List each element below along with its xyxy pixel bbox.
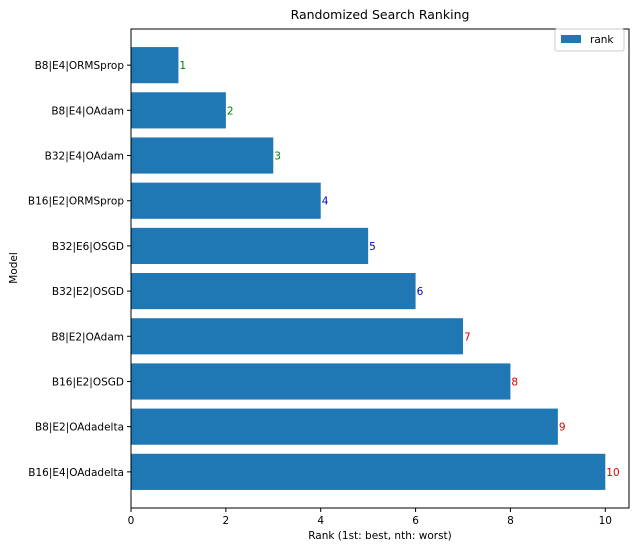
data-label: 6 (417, 286, 424, 298)
y-tick-label: B32|E6|OSGD (52, 241, 124, 253)
y-tick-label: B16|E2|OSGD (52, 376, 124, 388)
y-tick-label: B8|E4|OAdam (51, 105, 124, 117)
legend-swatch (561, 35, 581, 43)
bar-6 (131, 273, 416, 310)
legend-box (554, 28, 625, 52)
bar-4 (131, 182, 321, 219)
data-label: 3 (274, 151, 281, 163)
y-tick-label: B16|E4|OAdadelta (28, 467, 124, 479)
y-axis-title: Model (8, 252, 20, 284)
x-tick-label: 10 (599, 515, 612, 527)
data-label: 5 (369, 241, 376, 253)
y-tick-label: B16|E2|ORMSprop (28, 196, 124, 208)
x-tick-label: 8 (507, 515, 514, 527)
legend: rank (554, 28, 625, 52)
data-label: 8 (511, 376, 518, 388)
bar-7 (131, 318, 463, 355)
bar-1 (131, 47, 179, 84)
plot-area: B8|E4|ORMSprop 1 B8|E4|OAdam 2 B32|E4|OAdam 3… (28, 47, 620, 527)
bar-8 (131, 363, 511, 400)
data-label: 2 (227, 105, 234, 117)
y-tick-label: B8|E2|OAdadelta (35, 422, 124, 434)
y-tick-label: B32|E2|OSGD (52, 286, 124, 298)
x-tick-label: 2 (223, 515, 230, 527)
bar-2 (131, 92, 226, 129)
y-tick-label: B8|E4|ORMSprop (35, 60, 125, 72)
chart-title: Randomized Search Ranking (291, 7, 470, 22)
y-tick-label: B8|E2|OAdam (51, 331, 124, 343)
data-label: 4 (322, 196, 329, 208)
x-tick-label: 4 (317, 515, 324, 527)
bar-9 (131, 408, 558, 445)
bar-10 (131, 453, 606, 490)
legend-label-rank: rank (590, 34, 614, 46)
x-tick-label: 6 (412, 515, 419, 527)
plot-frame (130, 28, 630, 509)
bar-5 (131, 227, 369, 264)
bar-3 (131, 137, 274, 174)
data-label: 7 (464, 331, 471, 343)
x-axis-title: Rank (1st: best, nth: worst) (308, 530, 452, 542)
x-tick-label: 0 (128, 515, 135, 527)
data-label: 10 (606, 467, 619, 479)
y-tick-label: B32|E4|OAdam (45, 151, 124, 163)
data-label: 1 (179, 60, 186, 72)
data-label: 9 (559, 422, 566, 434)
